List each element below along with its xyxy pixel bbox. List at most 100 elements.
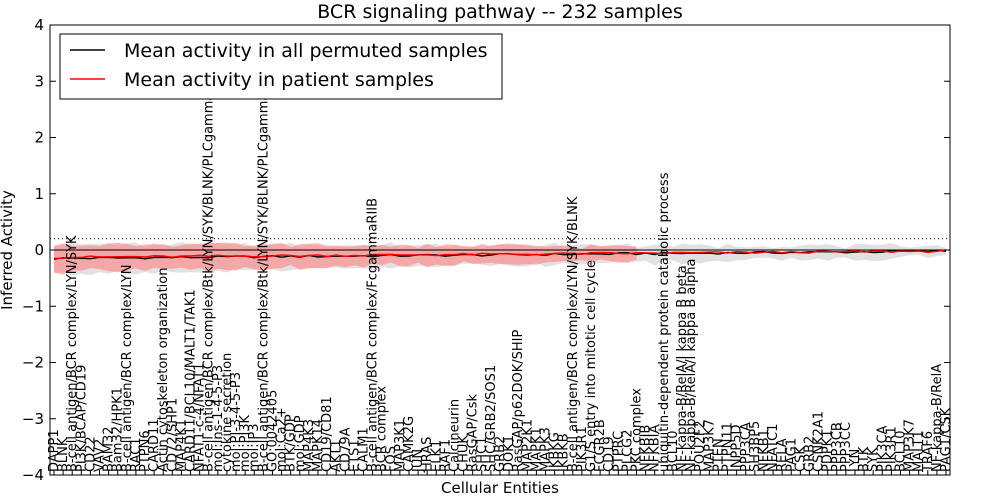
x-tick-label: BCL10 <box>893 430 908 472</box>
x-tick-label: CHUK <box>457 435 472 472</box>
x-tick-label: CD19/CD81 <box>320 396 335 472</box>
x-tick-label: PIK3CA <box>875 425 890 472</box>
x-tick-label: mol:IP3 <box>247 423 262 472</box>
x-tick-label: AKT1 <box>329 439 344 472</box>
x-tick-label: IKBKB <box>557 433 572 472</box>
x-tick-label: MAP4K1 <box>174 419 189 472</box>
x-tick-label: B-cell antigen/BCR complex/LYN <box>120 265 135 472</box>
x-tick-label: B-cell antigen/BCR complex/LYN/SYK/BLNK <box>566 196 581 472</box>
x-tick-label: MAPK3 <box>539 427 554 472</box>
x-tick-label: PPP3CB <box>830 422 845 472</box>
x-tick-label: BCL10 <box>666 430 681 472</box>
x-tick-label: SHC1 <box>475 437 490 472</box>
x-tick-label: POU2F2 <box>693 420 708 472</box>
x-tick-label: LYN <box>848 449 863 472</box>
x-tick-label: CD79A <box>338 427 353 472</box>
x-tick-label: FCGR2B <box>593 419 608 472</box>
x-tick-label: ELK1 <box>429 440 444 472</box>
x-tick-label: Actin cytoskeleton organization <box>156 268 171 472</box>
x-tick-label: PLCG2 <box>620 429 635 472</box>
x-tick-label: SHC/GRB2/SOS1 <box>484 365 499 472</box>
x-tick-label: BCR complex <box>375 386 390 472</box>
x-tick-label: B-cell antigen/BCR complex/FcgammaRIIB <box>366 198 381 472</box>
x-tick-label: RAF1 <box>438 439 453 472</box>
y-tick-label: 2 <box>34 129 44 147</box>
x-tick-label: NFKBIA <box>648 425 663 472</box>
x-tick-label: MAP3K1 <box>393 419 408 472</box>
x-tick-label: IKBKG <box>548 432 563 472</box>
legend-entry: Mean activity in all permuted samples <box>124 40 487 62</box>
y-tick-label: 4 <box>34 16 44 34</box>
x-tick-label: MALT1 <box>912 430 927 472</box>
x-tick-label: BAM32 <box>102 426 117 472</box>
x-tick-label: MAPK1 <box>529 427 544 472</box>
x-tick-label: RasGAP/Csk <box>466 393 481 472</box>
x-tick-label: ETS1 <box>347 439 362 472</box>
x-tick-label: NF-kappa-B/RelA/I kappa B alpha <box>684 259 699 472</box>
x-tick-label: MAPK14 <box>311 419 326 472</box>
x-tick-label: NFAT1-c-4/NFAT1 <box>193 363 208 472</box>
x-tick-label: CD72/SHP1 <box>165 398 180 472</box>
x-tick-label: cytokine secretion <box>220 353 235 472</box>
legend-box <box>59 33 503 100</box>
x-tick-label: NFKB1 <box>757 429 772 472</box>
x-tick-label: HRAS <box>420 437 435 472</box>
x-tick-label: CARD11/BCL10/MALT1/TAK1 <box>184 289 199 472</box>
x-tick-label: B-cell antigen/BCR complex/Btk/LYN/SYK/B… <box>256 84 271 472</box>
x-tick-label: PAG1 <box>784 438 799 472</box>
x-tick-label: BLNK <box>56 437 71 472</box>
y-tick-label: −4 <box>22 466 44 484</box>
x-tick-label: mol:PI-3-4-5-P3 <box>229 372 244 472</box>
x-tick-label: JUN <box>411 449 426 473</box>
x-tick-label: RasGAP/p62DOK/SHIP <box>511 330 526 472</box>
x-tick-label: PPP3CA <box>739 422 754 472</box>
x-tick-label: PTPN6 <box>138 430 153 472</box>
x-tick-label: CALM1 <box>356 427 371 472</box>
x-tick-label: INPP5D <box>730 424 745 472</box>
x-tick-label: ubiquitin-dependent protein catabolic pr… <box>657 172 672 472</box>
x-tick-label: Calcineurin <box>447 399 462 472</box>
y-tick-label: −2 <box>22 354 44 372</box>
x-tick-label: VAV2 <box>93 439 108 472</box>
x-tick-label: PIK3R1 <box>884 426 899 472</box>
x-tick-label: B-cell antigen/BCR complex/Btk/LYN/SYK/B… <box>202 51 217 472</box>
series-line-patient <box>53 249 947 260</box>
band-patient <box>54 242 637 275</box>
x-tick-label: NF-kappa-B/RelA/I kappa B beta <box>675 265 690 472</box>
x-tick-label: PTEN <box>711 438 726 472</box>
x-tick-label: B-cell antigen/BCR complex/LYN/SYK <box>65 235 80 472</box>
y-tick-label: 0 <box>34 241 44 259</box>
x-tick-label: PKC complex <box>630 388 645 472</box>
legend: Mean activity in all permuted samples Mea… <box>59 33 503 100</box>
x-tick-label: MAP4K3 <box>302 419 317 472</box>
x-tick-label: PDPK1 <box>821 430 836 473</box>
x-tick-label: RAC1 <box>129 437 144 472</box>
x-tick-label: G1/S entry into mitotic cell cycle <box>584 260 599 472</box>
x-tick-label: PTPN11 <box>721 422 736 472</box>
x-tick-label: GRB2 <box>493 436 508 472</box>
x-tick-label: mol:Ins-1-4-5-P3 <box>211 365 226 472</box>
x-tick-label: mol:PI3K <box>238 414 253 472</box>
x-tick-label: BTK <box>857 446 872 472</box>
legend-entry: Mean activity in patient samples <box>124 69 434 91</box>
x-tick-label: BTK/GDP <box>284 414 299 472</box>
x-tick-label: mol:GDP <box>293 415 308 472</box>
x-tick-label: FOS <box>384 446 399 472</box>
x-tick-label: CD19 <box>602 436 617 472</box>
y-tick-label: −1 <box>22 297 44 315</box>
x-tick-label: PIK3R1 <box>575 426 590 472</box>
y-tick-label: −3 <box>22 410 44 428</box>
y-tick-label: 1 <box>34 185 44 203</box>
x-tick-label: CAMK2G <box>402 416 417 472</box>
x-tick-label: CD22 <box>83 436 98 472</box>
x-tick-label: CARD11 <box>147 418 162 472</box>
chart-title: BCR signaling pathway -- 232 samples <box>317 1 683 23</box>
x-axis-label: Cellular Entities <box>441 479 559 497</box>
x-tick-label: GRB2 <box>802 436 817 472</box>
x-tick-label: CSNK2A1 <box>812 411 827 472</box>
x-tick-label: MAP2K1 <box>520 419 535 472</box>
x-tick-label: SYK <box>866 447 881 472</box>
x-tick-label: TRAF6 <box>921 431 936 473</box>
x-tick-label: mol:Ca2+ <box>275 407 290 472</box>
